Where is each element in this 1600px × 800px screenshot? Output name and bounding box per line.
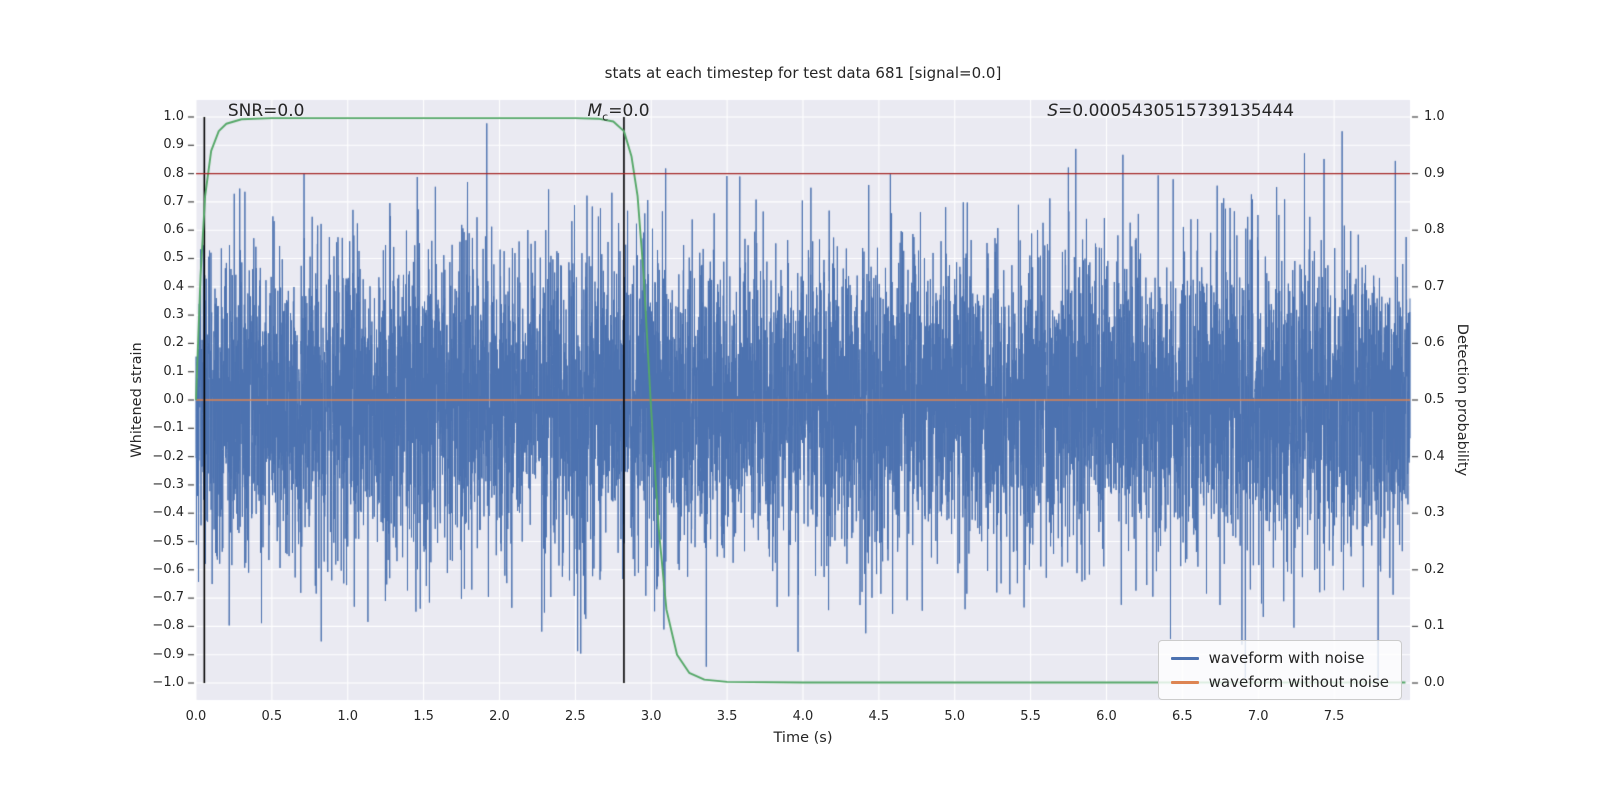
y-left-tick-label: 0.6 (163, 222, 184, 238)
y-left-tick-label: 0.0 (163, 392, 184, 407)
y-left-tick-label: 1.0 (163, 108, 184, 124)
y-right-tick-label: 0.0 (1424, 675, 1445, 691)
x-tick-label: 4.0 (792, 709, 814, 724)
annotation-mc-symbol: M (587, 101, 603, 122)
annotation-chirp-mass: Mc=0.0 (588, 101, 650, 123)
y-right-tick-label: 0.1 (1424, 618, 1445, 634)
y-left-tick-label: 0.2 (163, 335, 184, 351)
x-tick-label: 7.0 (1247, 709, 1269, 724)
annotation-mc-subscript: c (602, 110, 609, 124)
y-left-tick-label: −0.7 (152, 590, 184, 606)
legend-swatch-orange-line (1170, 680, 1199, 684)
annotation-mc-value: =0.0 (608, 101, 650, 122)
x-tick-label: 3.0 (640, 709, 662, 724)
legend-label: waveform without noise (1208, 673, 1389, 691)
y-left-tick-label: 0.1 (163, 363, 184, 379)
y-left-tick-label: 0.8 (163, 165, 184, 181)
y-right-tick-label: 0.7 (1424, 278, 1445, 294)
annotation-score: S=0.0005430515739135444 (1047, 101, 1294, 121)
annotation-s-symbol: S (1047, 101, 1059, 122)
x-tick-label: 6.0 (1096, 709, 1117, 724)
x-tick-label: 3.5 (716, 709, 738, 724)
x-tick-label: 1.0 (337, 709, 359, 724)
x-tick-label: 2.5 (565, 709, 586, 724)
x-tick-label: 5.0 (944, 709, 966, 724)
y-right-tick-label: 0.6 (1424, 335, 1445, 351)
y-right-tick-label: 0.2 (1424, 561, 1445, 577)
y-right-tick-label: 0.5 (1424, 392, 1445, 407)
x-tick-label: 7.5 (1323, 709, 1345, 724)
x-tick-label: 1.5 (413, 709, 434, 724)
x-tick-label: 0.0 (185, 709, 207, 724)
annotation-snr-text: SNR=0.0 (227, 101, 305, 122)
chart-title: stats at each timestep for test data 681… (604, 64, 1002, 82)
y-left-tick-label: −0.4 (152, 505, 184, 521)
y-left-tick-label: −0.8 (152, 618, 184, 634)
y-left-tick-label: −0.3 (152, 476, 184, 492)
y-left-tick-label: 0.9 (163, 137, 184, 153)
y-right-tick-label: 0.9 (1424, 165, 1445, 181)
y-left-tick-label: 0.5 (163, 250, 184, 266)
y-right-tick-label: 1.0 (1424, 108, 1445, 124)
y-left-tick-label: 0.4 (163, 278, 184, 294)
x-tick-label: 5.5 (1020, 709, 1041, 724)
y-left-tick-label: −0.6 (152, 561, 184, 577)
y-left-tick-label: −0.9 (152, 646, 184, 662)
legend-item-waveform-with-noise: waveform with noise (1170, 649, 1389, 667)
x-tick-label: 6.5 (1172, 709, 1193, 724)
annotation-snr: SNR=0.0 (228, 101, 305, 121)
y-right-tick-label: 0.8 (1424, 222, 1445, 238)
legend: waveform with noise waveform without noi… (1157, 640, 1402, 700)
y-left-tick-label: −0.1 (152, 420, 184, 436)
y-left-tick-label: −0.5 (152, 533, 184, 549)
legend-item-waveform-without-noise: waveform without noise (1170, 673, 1389, 691)
y-left-tick-label: −1.0 (152, 675, 184, 691)
legend-swatch-blue-line (1170, 656, 1199, 660)
y-left-tick-label: 0.7 (163, 193, 184, 209)
y-left-tick-label: 0.3 (163, 307, 184, 323)
x-tick-label: 2.0 (489, 709, 510, 724)
annotation-s-value: =0.0005430515739135444 (1058, 101, 1295, 122)
x-tick-label: 0.5 (261, 709, 283, 724)
y-left-tick-label: −0.2 (152, 448, 184, 464)
legend-label: waveform with noise (1208, 649, 1365, 667)
y-right-tick-label: 0.4 (1424, 448, 1445, 464)
x-tick-label: 4.5 (868, 709, 890, 724)
x-axis-label: Time (s) (773, 730, 833, 746)
y-right-tick-label: 0.3 (1424, 505, 1445, 521)
